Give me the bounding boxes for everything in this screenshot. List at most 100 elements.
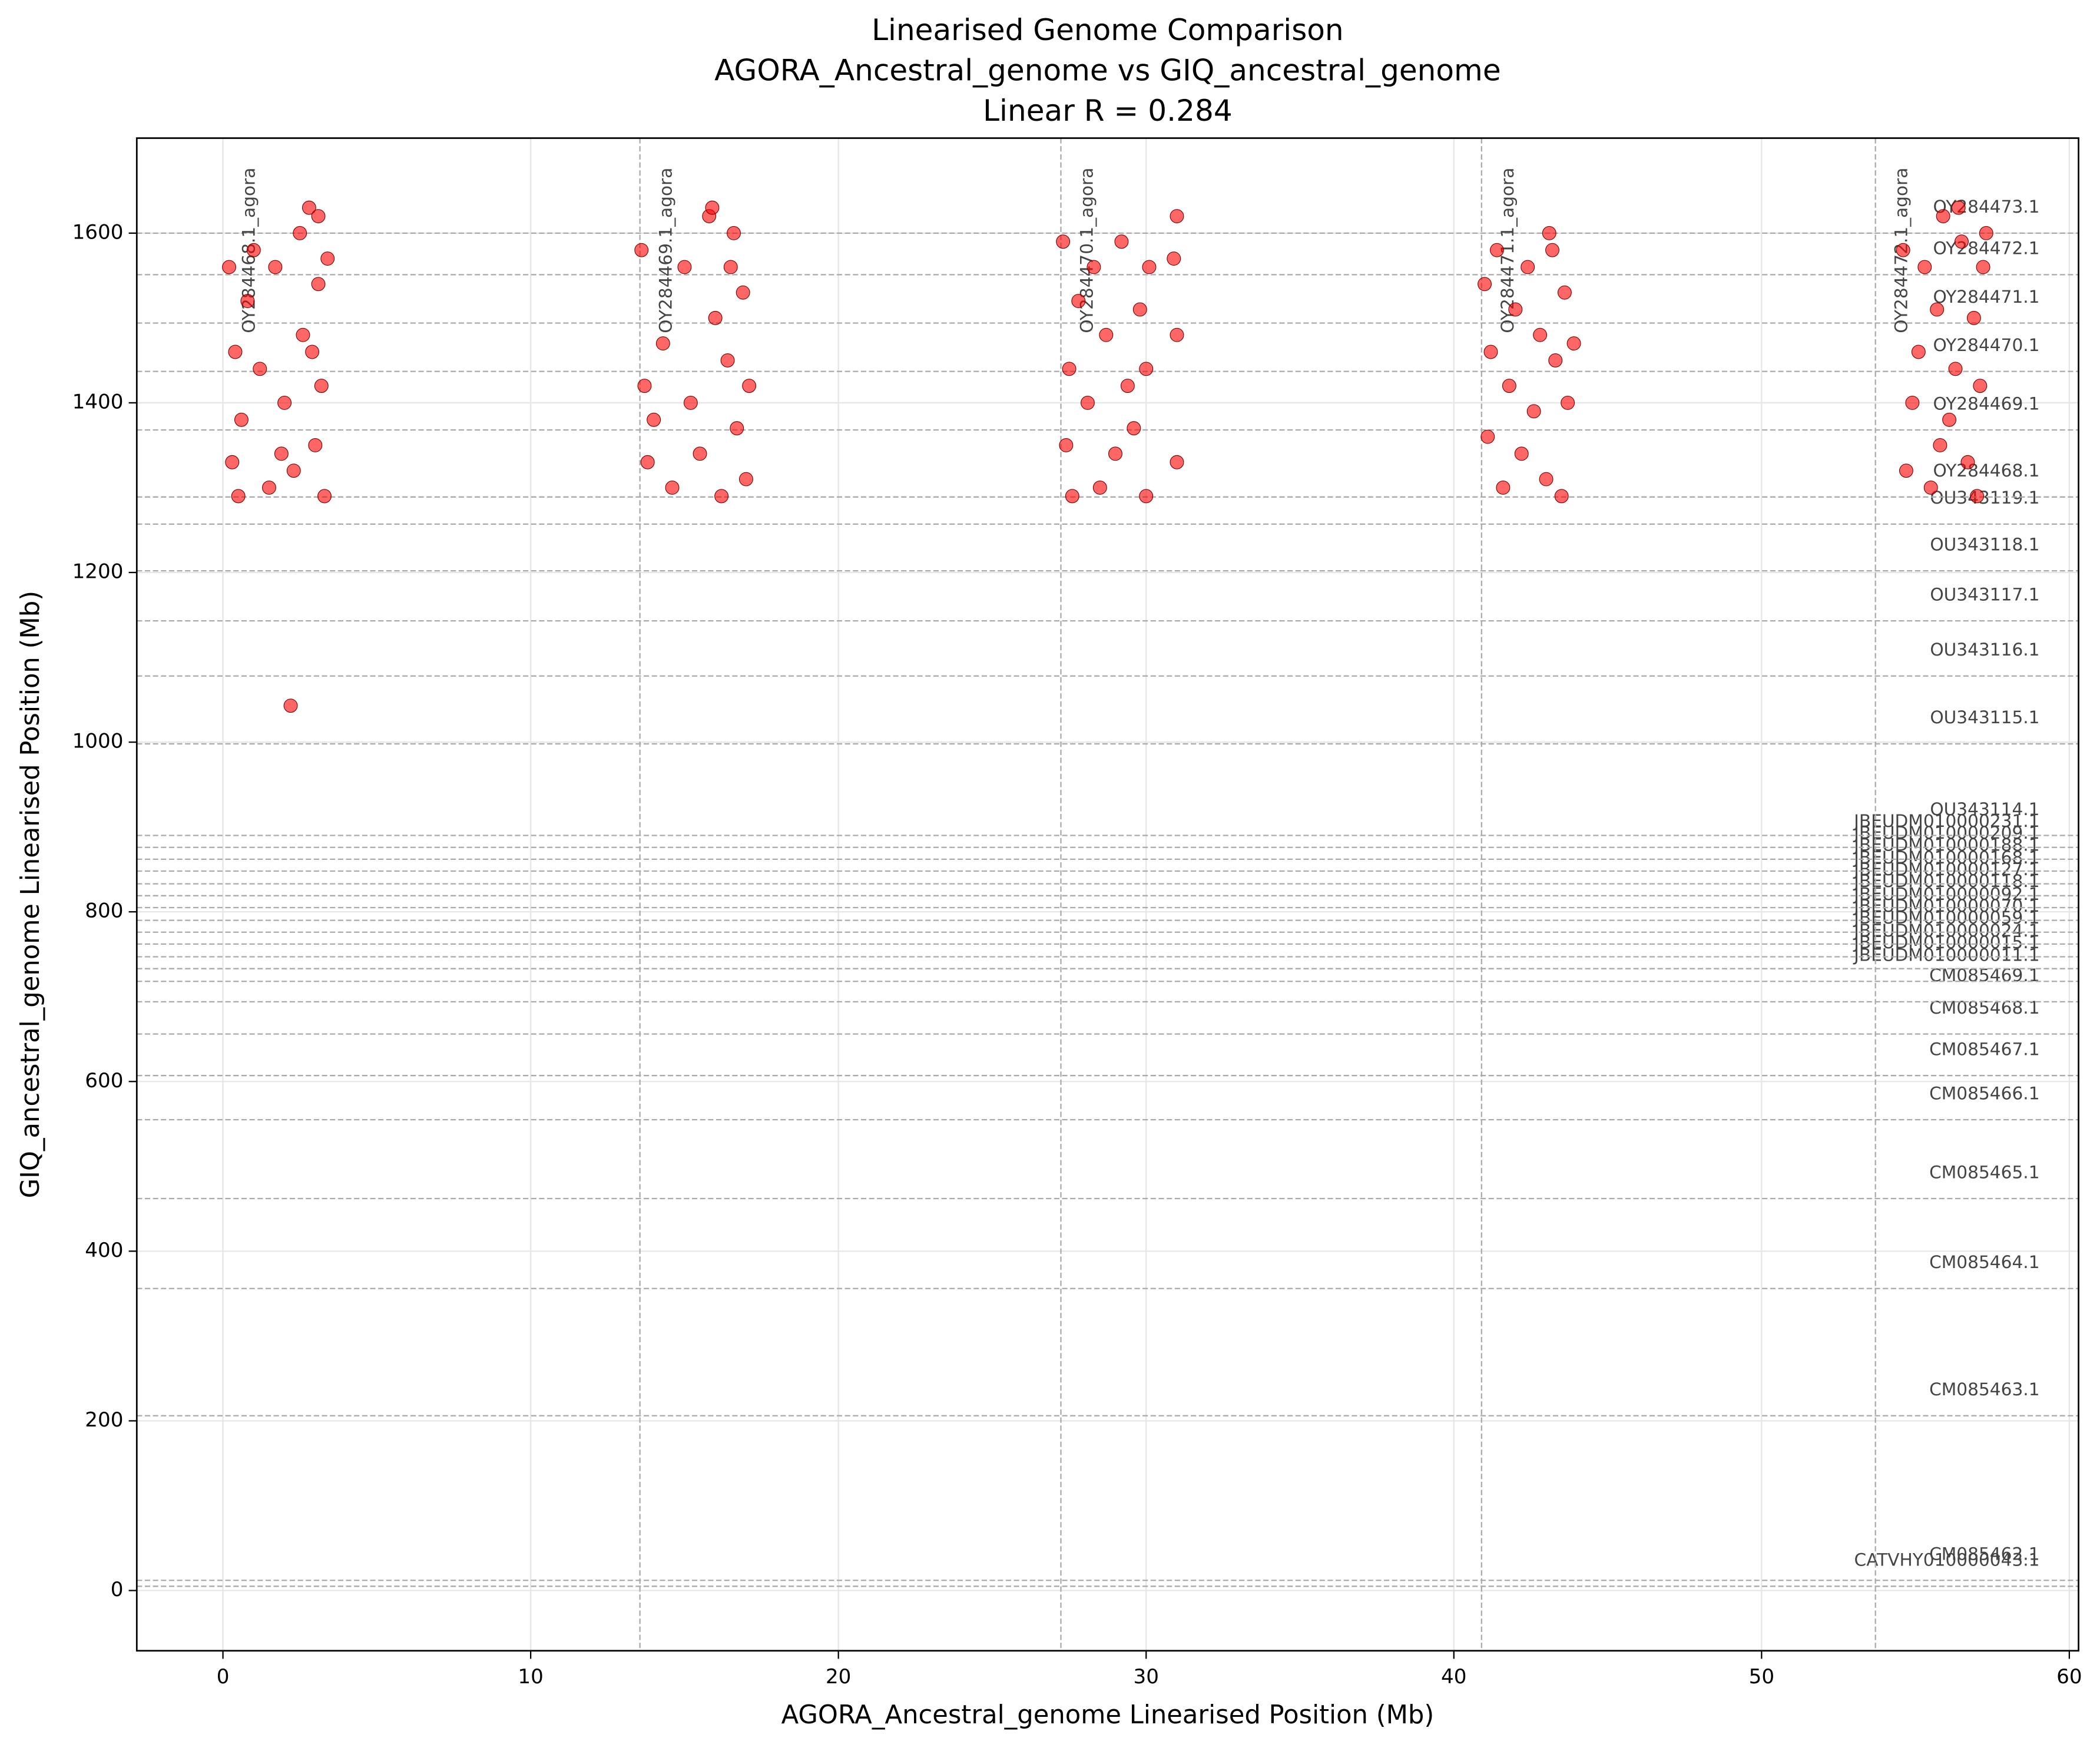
point <box>225 455 240 469</box>
point <box>1905 395 1920 410</box>
point <box>1899 464 1913 478</box>
boundary-label: CM085467.1 <box>1929 1039 2039 1059</box>
point <box>317 489 332 504</box>
point <box>1955 234 1969 249</box>
x-tick-label: 20 <box>826 1665 851 1689</box>
point <box>222 260 236 274</box>
y-tick-label: 800 <box>85 899 123 923</box>
y-tick-label: 1000 <box>72 730 124 753</box>
point <box>693 446 707 461</box>
point <box>1917 260 1932 274</box>
point <box>1496 481 1511 495</box>
point <box>286 464 301 478</box>
point <box>1478 277 1492 292</box>
point <box>708 310 723 325</box>
plot-frame <box>135 137 2079 1652</box>
point <box>647 412 661 427</box>
point <box>1542 226 1556 240</box>
boundary-label: OY284473.1 <box>1933 197 2040 217</box>
point <box>1896 243 1910 257</box>
point <box>311 209 326 223</box>
point <box>720 353 735 368</box>
point <box>1526 404 1541 419</box>
point <box>1539 472 1554 486</box>
point <box>268 260 283 274</box>
boundary-label: CM085464.1 <box>1929 1252 2039 1272</box>
point <box>736 285 750 300</box>
point <box>1483 345 1498 359</box>
point <box>1099 327 1114 342</box>
boundary-label: JBEUDM010000209.1 <box>1853 823 2039 843</box>
y-tick-label: 400 <box>85 1239 123 1262</box>
point <box>1114 234 1129 249</box>
y-axis-label: GIQ_ancestral_genome Linearised Position… <box>16 591 45 1198</box>
point <box>1120 379 1135 393</box>
point <box>1139 362 1154 376</box>
point <box>1489 243 1504 257</box>
point <box>1108 446 1122 461</box>
x-tick-label: 50 <box>1749 1665 1774 1689</box>
boundary-label: OU343116.1 <box>1930 640 2039 660</box>
point <box>1167 251 1181 266</box>
point <box>305 345 320 359</box>
point <box>293 226 307 240</box>
point <box>262 481 276 495</box>
point <box>308 438 323 452</box>
point <box>314 379 329 393</box>
y-tick-label: 600 <box>85 1069 123 1093</box>
boundary-label: JBEUDM010000118.1 <box>1853 871 2039 891</box>
boundary-label: CM085466.1 <box>1929 1083 2039 1103</box>
point <box>1936 209 1950 223</box>
point <box>714 489 729 504</box>
boundary-label: CM085463.1 <box>1929 1379 2039 1399</box>
boundary-label: OU343118.1 <box>1930 534 2039 554</box>
point <box>1948 362 1963 376</box>
boundary-label: CM085465.1 <box>1929 1162 2039 1182</box>
point <box>1930 302 1945 317</box>
x-tick-label: 10 <box>518 1665 543 1689</box>
point <box>1071 294 1086 309</box>
point <box>683 395 698 410</box>
point <box>1973 379 1988 393</box>
boundary-label: OU343114.1 <box>1930 799 2039 819</box>
point <box>677 260 692 274</box>
boundary-label: CM085468.1 <box>1929 998 2039 1018</box>
boundary-label: JBEUDM010000168.1 <box>1853 848 2039 868</box>
boundary-label: CATVHY010000043.1 <box>1854 1550 2040 1570</box>
boundary-label: OY284468.1 <box>1933 461 2040 481</box>
point <box>228 345 243 359</box>
boundary-label: OY284469.1 <box>1933 393 2040 413</box>
point <box>1521 260 1535 274</box>
x-tick-label: 40 <box>1441 1665 1466 1689</box>
y-tick-label: 1600 <box>72 220 124 244</box>
boundary-label: OU343119.1 <box>1930 488 2039 508</box>
boundary-label: OY284472.1 <box>1933 239 2040 259</box>
x-tick-label: 60 <box>2056 1665 2082 1689</box>
point <box>1545 243 1559 257</box>
point <box>1132 302 1147 317</box>
point <box>1508 302 1523 317</box>
point <box>1960 455 1975 469</box>
point <box>742 379 757 393</box>
y-tick-label: 1200 <box>72 560 124 584</box>
x-tick-label: 0 <box>217 1665 230 1689</box>
point <box>274 446 289 461</box>
point <box>1514 446 1529 461</box>
point <box>296 327 310 342</box>
point <box>1056 234 1071 249</box>
point <box>246 243 261 257</box>
y-tick-label: 1400 <box>72 390 124 413</box>
point <box>1554 489 1569 504</box>
point <box>311 277 326 292</box>
point <box>240 294 255 309</box>
point <box>738 472 753 486</box>
x-tick-label: 30 <box>1134 1665 1159 1689</box>
point <box>1979 226 1993 240</box>
point <box>1557 285 1572 300</box>
boundary-label: JBEUDM010000188.1 <box>1853 835 2039 855</box>
point <box>1059 438 1074 452</box>
point <box>277 395 292 410</box>
